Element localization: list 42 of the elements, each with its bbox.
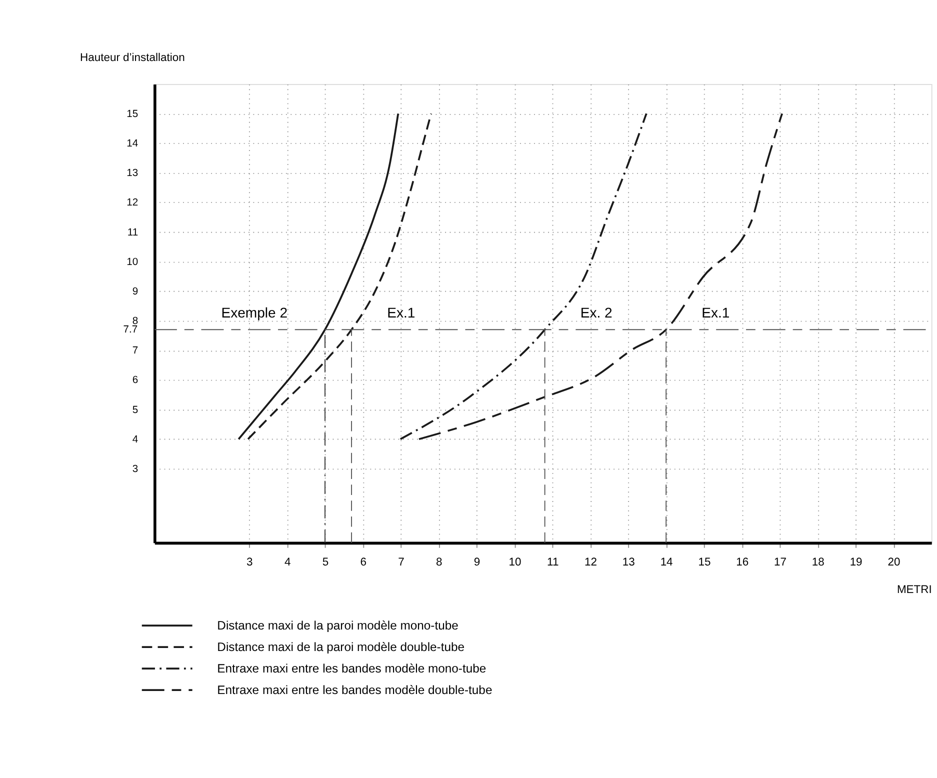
y-tick-label: 4 [132, 434, 138, 446]
x-tick-label: 11 [547, 556, 559, 569]
x-axis-title: METRI [896, 584, 932, 596]
y-tick-label: 5 [132, 404, 138, 416]
legend-label: Entraxe maxi entre les bandes modèle double-tube [217, 682, 492, 697]
y-tick-label: 7.7 [123, 324, 138, 336]
y-tick-label: 3 [132, 464, 138, 475]
x-tick-label: 5 [322, 556, 329, 569]
y-tick-label: 13 [126, 168, 138, 180]
annotation: Ex. 2 [580, 304, 613, 320]
y-tick-label: 12 [126, 198, 138, 209]
x-tick-label: 16 [736, 556, 749, 569]
x-tick-label: 9 [474, 556, 480, 569]
y-tick-label: 10 [126, 256, 138, 268]
x-tick-label: 18 [812, 556, 824, 569]
x-tick-label: 8 [436, 556, 442, 569]
x-tick-label: 4 [284, 556, 291, 569]
x-tick-label: 12 [584, 556, 597, 569]
y-tick-label: 14 [126, 138, 138, 150]
line-series [418, 112, 783, 440]
y-tick-label: 7 [132, 346, 138, 357]
annotation: Ex.1 [702, 304, 730, 320]
x-tick-label: 20 [888, 556, 900, 569]
x-tick-label: 7 [398, 556, 404, 569]
y-axis-title: Hauteur d’installation [80, 52, 185, 64]
x-tick-label: 14 [660, 556, 673, 569]
x-tick-label: 15 [698, 556, 711, 569]
y-tick-label: 15 [126, 108, 138, 120]
y-tick-label: 11 [127, 227, 138, 238]
legend-label: Distance maxi de la paroi modèle double-tube [217, 640, 465, 654]
x-tick-label: 17 [774, 556, 786, 569]
x-tick-label: 10 [508, 556, 522, 569]
y-tick-label: 6 [132, 375, 138, 386]
x-tick-label: 13 [622, 556, 635, 569]
y-tick-label: 9 [132, 286, 138, 298]
legend-label: Distance maxi de la paroi modèle mono-tube [217, 618, 459, 632]
annotation: Exemple 2 [221, 304, 288, 320]
annotation: Ex.1 [387, 304, 416, 320]
x-tick-label: 6 [360, 556, 366, 569]
x-tick-label: 3 [246, 556, 253, 569]
legend-label: Entraxe maxi entre les bandes modèle mono-tube [217, 661, 486, 676]
x-tick-label: 19 [850, 556, 862, 569]
